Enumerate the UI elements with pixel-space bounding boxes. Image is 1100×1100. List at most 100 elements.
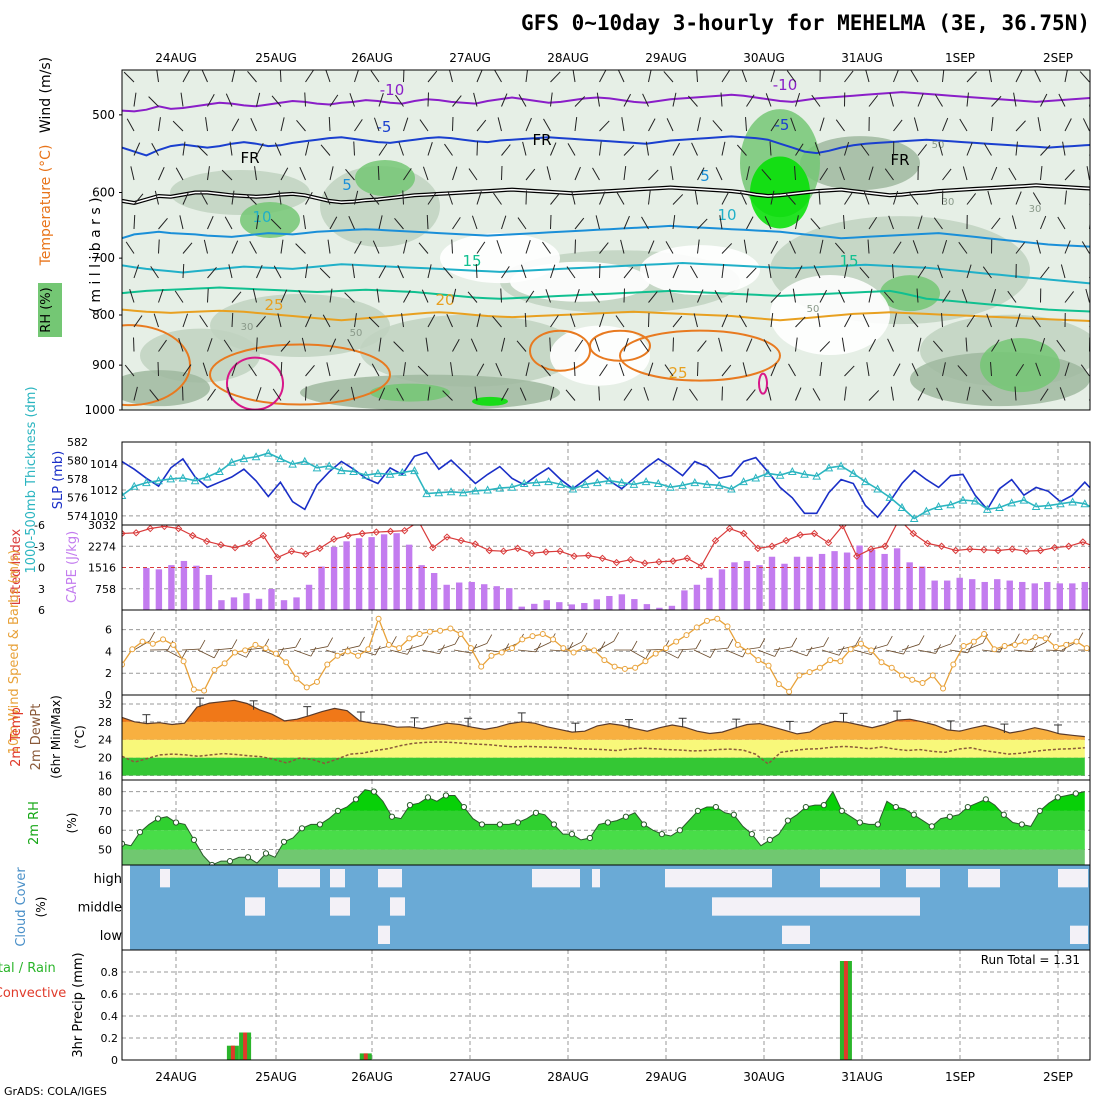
date-label-bottom: 28AUG [547, 1070, 589, 1084]
wind-barb [1056, 339, 1066, 352]
wind-barb [599, 191, 606, 205]
rh-marker [892, 803, 899, 811]
thickness-marker [532, 478, 541, 487]
wind-barb [501, 215, 507, 230]
wind-barb [933, 217, 943, 230]
wind-barb [1040, 144, 1051, 156]
thickness-marker [666, 482, 675, 491]
wind-barb-feather [374, 645, 381, 656]
wind-barb [746, 166, 750, 181]
wind-speed-marker [242, 647, 249, 654]
rh-band [122, 830, 1085, 850]
lifted-marker [937, 542, 946, 550]
wind-barb [672, 142, 681, 156]
wind-barb-10m [725, 649, 743, 658]
wind-barb [741, 70, 747, 83]
temp-band [122, 757, 1085, 776]
wind-barb [344, 292, 355, 303]
wind-barb [599, 313, 605, 328]
wind-barb [567, 143, 576, 156]
wind-barb [818, 190, 821, 205]
isotherm-label: 25 [668, 364, 687, 382]
wind-barb [1040, 93, 1048, 107]
rh-marker [622, 813, 630, 820]
wind-barb [329, 288, 333, 303]
wind-barb-10m [1013, 649, 1032, 652]
wind-barb [1040, 388, 1049, 401]
wind-barb [1032, 192, 1041, 205]
wind-barb [207, 388, 216, 401]
wind-barb [687, 95, 698, 107]
wind-barb [991, 339, 1000, 352]
lifted-marker [471, 540, 479, 548]
wind-speed-marker [396, 645, 403, 652]
rh-marker [982, 796, 989, 803]
cloud-block [378, 925, 390, 944]
wind-barb [1064, 291, 1075, 303]
wind-barb [712, 120, 723, 132]
wind-barb [133, 92, 137, 107]
wind-barb [813, 265, 821, 279]
cape-bar [481, 584, 488, 610]
wind-speed-marker [139, 638, 146, 645]
wind-barb [1080, 364, 1090, 377]
wind-speed-marker [652, 650, 659, 657]
wind-barb [418, 242, 429, 254]
wind-barb [746, 288, 749, 303]
isotherm-label: FR [890, 151, 909, 169]
wind-barb [860, 143, 870, 156]
precip-legend-total: Total / Rain [0, 961, 56, 976]
wind-barb [670, 166, 674, 181]
rh-marker [226, 858, 234, 865]
isotherm-label: 10 [252, 208, 271, 226]
thickness-marker [519, 478, 529, 487]
wind-barb-10m [677, 648, 696, 651]
wind-barb [475, 263, 478, 279]
wind-barb [991, 117, 994, 132]
wind-barb [983, 143, 992, 156]
wind-barb [305, 192, 313, 205]
wind-barb [623, 338, 629, 352]
wind-barb [525, 290, 535, 303]
thickness-tick-label: 578 [67, 473, 88, 486]
wind-speed-marker [806, 669, 813, 676]
wind-barb [394, 217, 404, 230]
rh-marker [388, 813, 396, 820]
wind-tick-label: 6 [105, 624, 112, 637]
lifted-axis-title: Lifted Index [9, 528, 24, 605]
wind-barb [1011, 215, 1017, 230]
wind-barb [917, 387, 926, 401]
wind-barb [231, 291, 242, 303]
wind-barb [669, 288, 674, 303]
rh-unit-title: (%) [65, 813, 79, 834]
wind-barb [792, 288, 796, 303]
wind-barb [354, 190, 359, 205]
lifted-marker [358, 529, 366, 538]
isotherm-5 [122, 224, 1090, 248]
lifted-marker [655, 558, 663, 566]
cape-bar [243, 593, 250, 610]
cape-bar [1069, 583, 1076, 610]
wind-barb-10m [709, 647, 728, 651]
precip-convective-bar [243, 1032, 248, 1060]
wind-barb [959, 118, 968, 132]
thickness-marker [568, 484, 578, 493]
wind-barb [819, 239, 824, 254]
wind-barb [721, 70, 731, 83]
lifted-marker [725, 525, 734, 533]
wind-barb [305, 264, 308, 279]
wind-barb [573, 361, 576, 377]
wind-barb-feather [695, 639, 702, 649]
rh-marker [838, 807, 845, 815]
wind-speed-marker [467, 645, 474, 652]
lifted-marker [584, 551, 593, 560]
wind-barb [1015, 242, 1026, 254]
wind-barb [742, 362, 747, 377]
cape-bar [743, 560, 751, 610]
thickness-marker [122, 490, 127, 499]
wind-barb [1089, 203, 1090, 205]
wind-speed-marker [970, 638, 977, 645]
wind-barb [427, 386, 431, 401]
wind-barb [378, 93, 384, 107]
cape-bar [893, 548, 901, 610]
